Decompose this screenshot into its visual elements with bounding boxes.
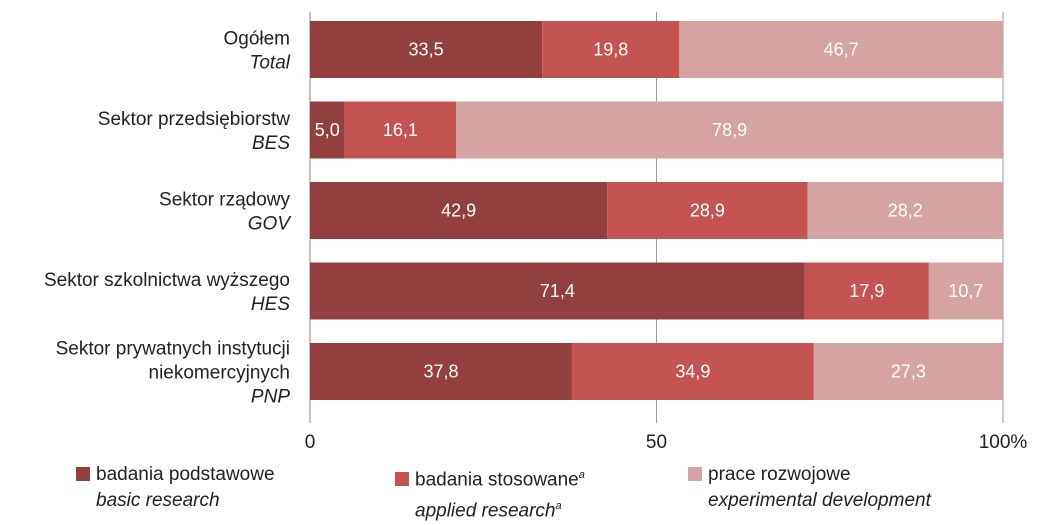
bar-segment [928,262,1003,320]
data-label: 27,3 [891,362,926,382]
data-label: 46,7 [824,40,859,60]
category-label-en: BES [252,133,290,154]
bar-segment [310,21,543,78]
legend-label-pl: badania podstawowe [96,464,275,485]
bar-segment [571,343,814,400]
category-label-pl: Sektor rządowy [159,190,290,211]
stacked-bar-chart: 33,5 19,8 46,7 5,0 16,1 78,9 42,9 28,9 28,2 71,4 1… [44,12,1028,453]
legend-item-basic-research: badania podstawowe basic research [76,462,275,514]
bar-segment [804,262,929,320]
legend-label-en: experimental development [708,490,931,511]
bar-segment [310,182,608,239]
legend-label-en: applied research [415,500,556,522]
bar-segment [310,101,345,159]
category-label-pl: Sektor przedsiębiorstw [98,109,290,130]
bar-segment [344,101,457,159]
x-tick-label: 0 [305,432,316,453]
data-label: 16,1 [383,120,418,140]
category-label-pl: Sektor szkolnictwa wyższego [44,270,290,291]
category-label-pl: Ogółem [223,29,290,50]
data-label: 28,9 [690,201,725,221]
data-label: 78,9 [712,120,747,140]
category-label-en: HES [251,294,290,315]
data-label: 17,9 [849,281,884,301]
category-label-pl: Sektor prywatnych instytucji [56,339,290,360]
category-label-en: GOV [248,214,293,235]
legend-label-pl: prace rozwojowe [708,464,851,485]
category-label-en: PNP [251,387,290,408]
legend-label-en-wrap: applied researcha [395,493,585,524]
legend-swatch-applied [395,472,409,487]
legend-footnote-mark: a [578,469,585,481]
category-label-pl: niekomercyjnych [149,363,291,384]
legend-item-experimental-development: prace rozwojowe experimental development [688,462,931,514]
bar-segment [456,101,1003,159]
data-label: 5,0 [315,120,340,140]
legend-swatch-experimental [688,467,702,481]
bar-segment [310,343,572,400]
x-tick-label: 50 [646,432,667,453]
data-label: 71,4 [540,281,575,301]
category-label-en: Total [250,53,291,74]
legend-footnote-mark: a [555,500,562,513]
bars: 33,5 19,8 46,7 5,0 16,1 78,9 42,9 28,9 28,2 71,4 1… [310,21,1003,400]
bar-segment [607,182,808,239]
bar-segment [813,343,1003,400]
bar-segment [679,21,1003,78]
x-tick-label: 100% [979,432,1028,453]
bar-segment [807,182,1003,239]
bar-segment [542,21,680,78]
data-label: 37,8 [423,362,458,382]
data-label: 34,9 [675,362,710,382]
data-label: 33,5 [409,40,444,60]
bar-segment [310,262,805,320]
data-label: 28,2 [888,201,923,221]
legend: badania podstawowe basic research badani… [0,462,1039,522]
data-label: 42,9 [441,201,476,221]
category-labels: Ogółem Total Sektor przedsiębiorstw BES Sekt… [44,29,292,408]
legend-item-applied-research: badania stosowanea applied researcha [395,462,585,525]
legend-swatch-basic [76,467,90,481]
legend-label-pl: badania stosowane [415,469,579,491]
data-label: 19,8 [593,40,628,60]
data-label: 10,7 [948,281,983,301]
x-axis-ticks: 0 50 100% [305,432,1028,453]
legend-label-en: basic research [96,490,220,511]
